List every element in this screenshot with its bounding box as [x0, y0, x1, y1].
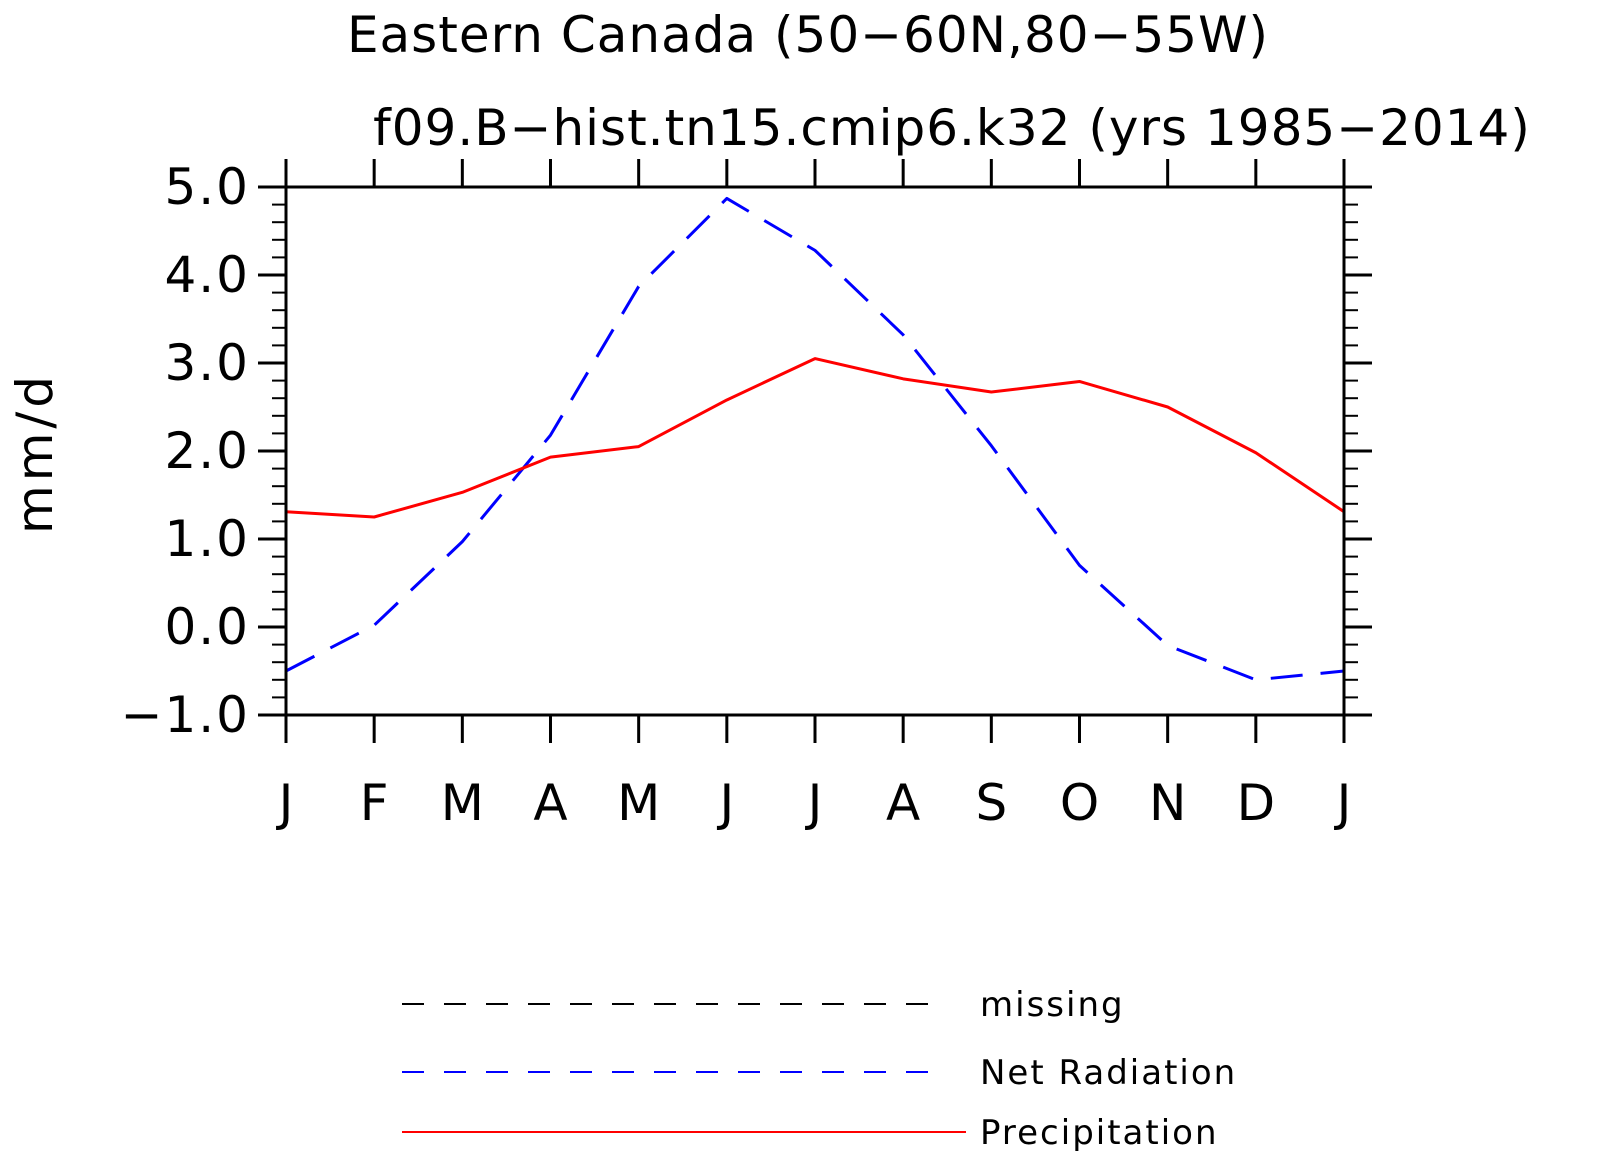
legend-label: missing [980, 985, 1125, 1025]
legend-label: Net Radiation [980, 1053, 1237, 1093]
y-axis-label: mm/d [6, 372, 64, 534]
x-tick-label: J [716, 774, 734, 832]
x-tick-label: A [886, 774, 920, 832]
series-line-precipitation [285, 357, 1345, 519]
legend-label: Precipitation [980, 1113, 1219, 1152]
x-tick-label: S [975, 774, 1007, 832]
y-tick-label: −1.0 [121, 686, 250, 744]
y-tick-label: 5.0 [164, 158, 250, 216]
y-axis: 5.0 4.0 3.0 2.0 1.0 0.0 −1.0 [121, 158, 1372, 744]
chart-subtitle: f09.B−hist.tn15.cmip6.k32 (yrs 1985−2014… [373, 99, 1531, 157]
x-tick-label: A [533, 774, 567, 832]
plot-lines [285, 196, 1345, 682]
x-tick-label: F [360, 774, 389, 832]
y-tick-label: 0.0 [164, 598, 250, 656]
x-tick-label: J [805, 774, 823, 832]
x-tick-label: M [441, 774, 484, 832]
legend: missing Net Radiation Precipitation [402, 985, 1237, 1152]
plot-frame [284, 185, 1346, 717]
y-tick-label: 2.0 [164, 422, 250, 480]
x-tick-label: N [1149, 774, 1186, 832]
x-tick-label: D [1237, 774, 1276, 832]
y-tick-label: 3.0 [164, 334, 250, 392]
x-tick-label: O [1060, 774, 1099, 832]
chart-title: Eastern Canada (50−60N,80−55W) [347, 6, 1269, 64]
x-tick-label: M [617, 774, 660, 832]
series-line-net-radiation [285, 196, 1345, 682]
y-tick-label: 4.0 [164, 246, 250, 304]
x-tick-label: J [1334, 774, 1352, 832]
y-tick-label: 1.0 [164, 510, 250, 568]
x-tick-label: J [276, 774, 294, 832]
